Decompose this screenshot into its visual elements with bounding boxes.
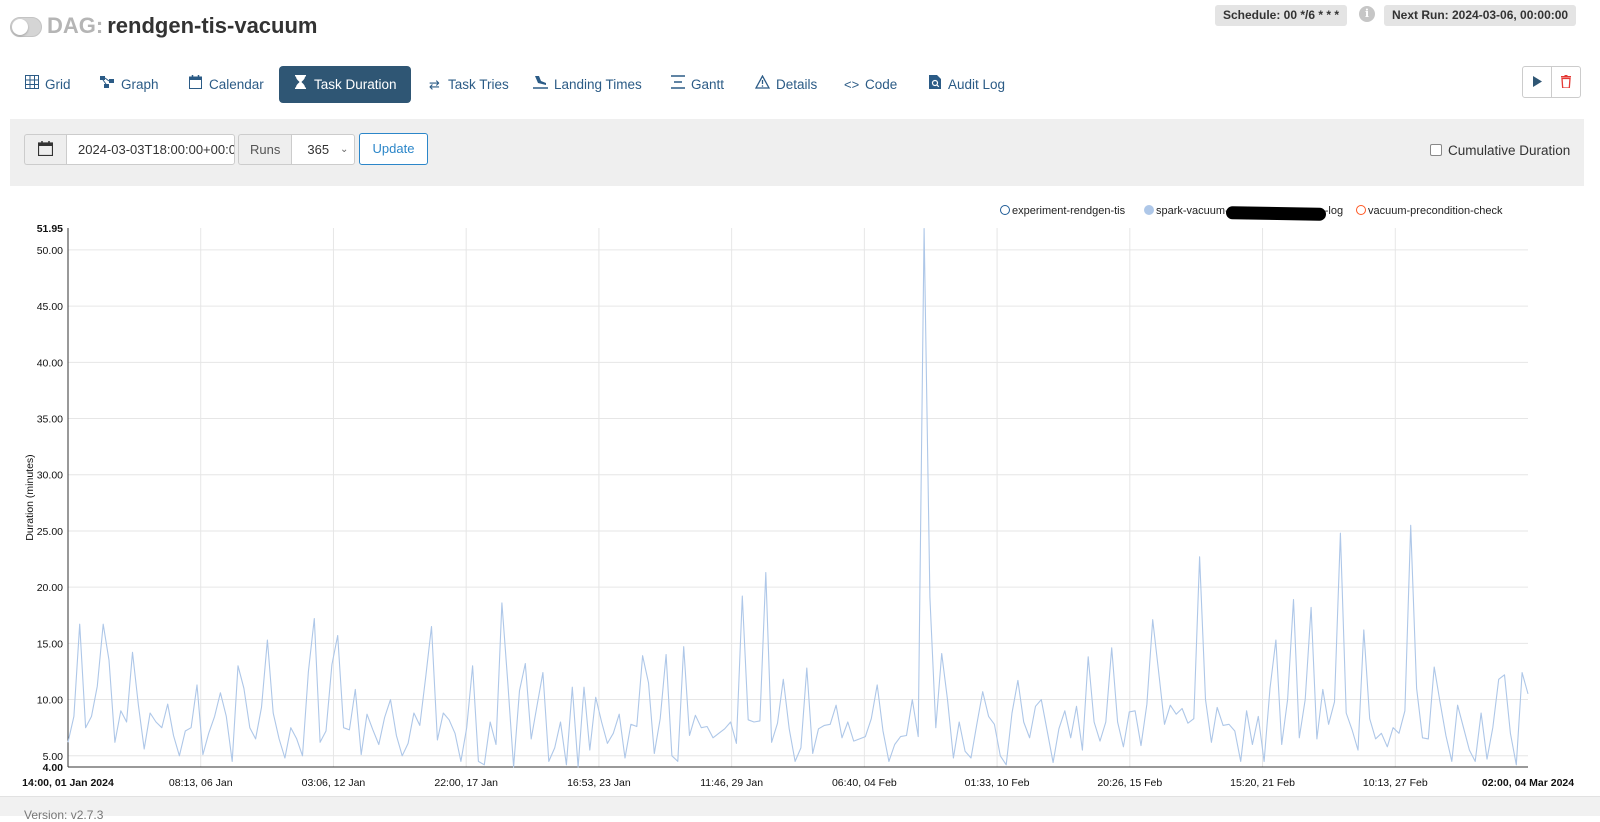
- calendar-icon: [37, 141, 54, 157]
- tab-task-tries-label: Task Tries: [448, 77, 509, 92]
- grid-icon: [24, 66, 39, 103]
- runs-select[interactable]: 365 ⌄: [291, 134, 356, 165]
- x-tick-label: 03:06, 12 Jan: [302, 777, 366, 789]
- legend-dot: [1000, 205, 1010, 215]
- legend-label-suffix: -log: [1324, 205, 1344, 217]
- tab-audit-log[interactable]: Audit Log: [917, 66, 1015, 103]
- tab-graph[interactable]: Graph: [90, 66, 169, 103]
- tab-gantt[interactable]: Gantt: [660, 66, 734, 103]
- y-tick-label: 10.00: [37, 695, 63, 707]
- tab-calendar-label: Calendar: [209, 77, 264, 92]
- calendar-icon: [188, 66, 203, 103]
- file-search-icon: [927, 66, 942, 103]
- y-tick-label: 25.00: [37, 526, 63, 538]
- legend-dot: [1144, 205, 1154, 215]
- chart-axes: 4.005.00 10.00 15.00 20.00 25.00 30.00 35.00 40…: [22, 223, 1574, 789]
- version-text: Version: v2.7.3: [24, 808, 104, 822]
- legend-item-spark-vacuum[interactable]: spark-vacuum- -log: [1144, 205, 1343, 217]
- y-tick-label: 45.00: [37, 301, 63, 313]
- chevron-down-icon: ⌄: [339, 144, 349, 155]
- tab-calendar[interactable]: Calendar: [178, 66, 274, 103]
- cumulative-checkbox[interactable]: [1430, 144, 1442, 156]
- tab-code[interactable]: <> Code: [834, 66, 907, 103]
- x-tick-label: 16:53, 23 Jan: [567, 777, 631, 789]
- base-date-picker: 2024-03-03T18:00:00+00:00: [24, 134, 235, 165]
- next-run-badge: Next Run: 2024-03-06, 00:00:00: [1384, 5, 1577, 26]
- legend-item-vacuum-precondition-check[interactable]: vacuum-precondition-check: [1356, 205, 1503, 217]
- tab-grid[interactable]: Grid: [14, 66, 81, 103]
- tab-details[interactable]: Details: [745, 66, 827, 103]
- y-tick-label: 30.00: [37, 470, 63, 482]
- tab-code-label: Code: [865, 77, 898, 92]
- y-tick-label: 40.00: [37, 357, 63, 369]
- x-tick-label: 08:13, 06 Jan: [169, 777, 233, 789]
- runs-label: Runs: [238, 134, 292, 165]
- dag-name: rendgen-tis-vacuum: [107, 13, 318, 38]
- series-line-2: [67, 228, 1529, 768]
- trigger-dag-button[interactable]: [1522, 66, 1552, 98]
- x-tick-label: 02:00, 04 Mar 2024: [1482, 777, 1574, 789]
- dag-pause-toggle[interactable]: [10, 17, 42, 37]
- y-axis-label: Duration (minutes): [24, 454, 36, 540]
- runs-value: 365: [307, 142, 330, 157]
- y-tick-label: 4.00: [43, 762, 64, 774]
- tab-details-label: Details: [776, 77, 818, 92]
- play-icon: [1532, 76, 1542, 87]
- footer: Version: v2.7.3: [0, 796, 1600, 821]
- code-icon: <>: [844, 77, 860, 92]
- chart-series: [67, 228, 1529, 768]
- tab-landing-times-label: Landing Times: [554, 77, 642, 92]
- tab-grid-label: Grid: [45, 77, 71, 92]
- toggle-knob: [12, 19, 28, 35]
- x-tick-label: 01:33, 10 Feb: [965, 777, 1030, 789]
- base-date-value: 2024-03-03T18:00:00+00:00: [78, 142, 235, 157]
- task-duration-chart: 4.005.00 10.00 15.00 20.00 25.00 30.00 35.00 40…: [22, 223, 1574, 789]
- hourglass-icon: [293, 66, 308, 103]
- y-tick-label: 15.00: [37, 638, 63, 650]
- tab-graph-label: Graph: [121, 77, 159, 92]
- date-picker-button[interactable]: [24, 134, 66, 165]
- y-tick-label: 50.00: [37, 245, 63, 257]
- x-tick-label: 20:26, 15 Feb: [1097, 777, 1162, 789]
- tab-landing-times[interactable]: Landing Times: [523, 66, 652, 103]
- gantt-icon: [670, 66, 685, 103]
- schedule-badge: Schedule: 00 */6 * * *: [1215, 5, 1348, 26]
- tab-task-duration[interactable]: Task Duration: [279, 66, 411, 103]
- y-tick-label: 5.00: [43, 751, 64, 763]
- y-tick-label: 20.00: [37, 582, 63, 594]
- tab-gantt-label: Gantt: [691, 77, 725, 92]
- warning-icon: [754, 66, 771, 103]
- legend-label: experiment-rendgen-tis: [1012, 205, 1126, 217]
- legend-dot: [1356, 205, 1366, 215]
- chart-controls: 2024-03-03T18:00:00+00:00 Runs 365 ⌄ Upda…: [10, 119, 1584, 186]
- cumulative-label: Cumulative Duration: [1448, 143, 1571, 158]
- legend-item-experiment-rendgen-tis[interactable]: experiment-rendgen-tis: [1000, 205, 1125, 217]
- update-button[interactable]: Update: [359, 133, 428, 165]
- cumulative-duration-toggle[interactable]: Cumulative Duration: [1430, 143, 1570, 158]
- dag-prefix: DAG:: [47, 13, 104, 38]
- legend-label: vacuum-precondition-check: [1368, 205, 1503, 217]
- x-tick-label: 14:00, 01 Jan 2024: [22, 777, 114, 789]
- x-tick-label: 06:40, 04 Feb: [832, 777, 897, 789]
- graph-icon: [100, 66, 115, 103]
- tab-task-tries[interactable]: ⇄ Task Tries: [417, 66, 519, 103]
- delete-dag-button[interactable]: [1551, 66, 1581, 98]
- chart-grid: [68, 228, 1528, 767]
- repeat-icon: ⇄: [429, 77, 440, 92]
- x-tick-label: 10:13, 27 Feb: [1363, 777, 1428, 789]
- tab-task-duration-label: Task Duration: [314, 77, 397, 92]
- tab-audit-log-label: Audit Log: [948, 77, 1006, 92]
- x-tick-label: 15:20, 21 Feb: [1230, 777, 1295, 789]
- plane-landing-icon: [533, 66, 548, 103]
- base-date-input[interactable]: 2024-03-03T18:00:00+00:00: [66, 134, 235, 165]
- legend-label-prefix: spark-vacuum-: [1156, 205, 1229, 217]
- x-tick-label: 11:46, 29 Jan: [700, 777, 763, 789]
- y-tick-label: 35.00: [37, 414, 63, 426]
- info-icon[interactable]: i: [1359, 6, 1375, 22]
- x-tick-label: 22:00, 17 Jan: [434, 777, 498, 789]
- y-tick-label: 51.95: [37, 223, 63, 235]
- page-title: DAG: rendgen-tis-vacuum: [47, 12, 317, 40]
- runs-group: Runs 365 ⌄: [238, 134, 356, 165]
- trash-icon: [1561, 75, 1571, 89]
